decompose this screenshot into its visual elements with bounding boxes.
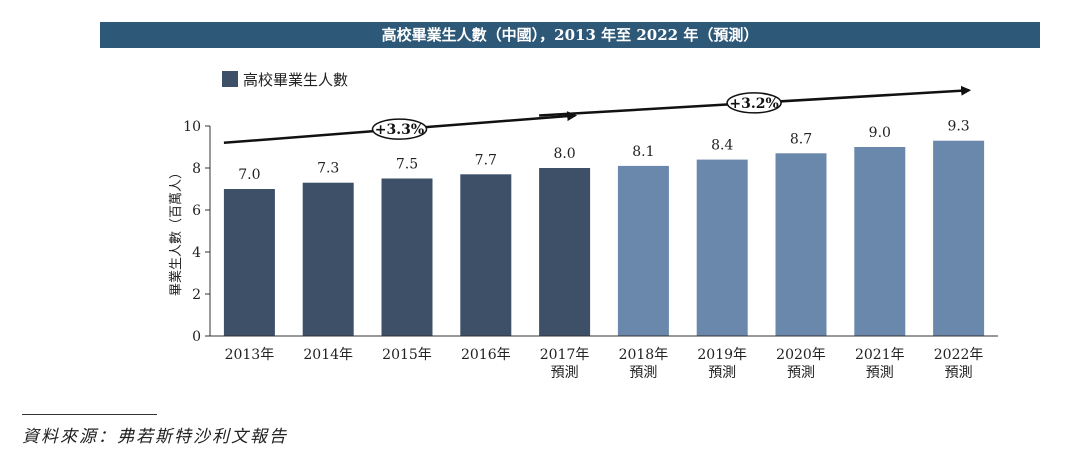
y-tick-label: 4 (192, 245, 201, 261)
y-tick-label: 2 (192, 287, 201, 303)
bar-value-label: 8.4 (711, 138, 733, 154)
x-tick-label: 預測 (551, 365, 579, 381)
x-tick-label: 2014年 (303, 347, 353, 363)
bar-value-label: 9.3 (947, 119, 969, 135)
x-tick-label: 2018年 (619, 347, 669, 363)
bar-value-label: 7.0 (238, 167, 260, 183)
chart-title: 高校畢業生人數（中國），2013 年至 2022 年（預測） (100, 22, 1040, 48)
bar (617, 165, 669, 336)
x-tick-label: 預測 (629, 365, 657, 381)
legend-swatch (222, 71, 238, 87)
bar (539, 168, 591, 336)
bar-value-label: 8.1 (632, 144, 654, 160)
bar-value-label: 7.5 (396, 157, 418, 173)
x-tick-label: 2020年 (776, 347, 826, 363)
y-tick-label: 6 (192, 203, 201, 219)
source-divider (22, 414, 157, 415)
x-tick-label: 2015年 (382, 347, 432, 363)
source-note: 資料來源：弗若斯特沙利文報告 (22, 427, 288, 447)
x-tick-label: 預測 (945, 365, 973, 381)
bars: 7.0 7.3 7.5 7.7 8.0 8.1 8.4 8.7 9.0 9.3 (223, 119, 985, 336)
x-tick-label: 2022年 (934, 347, 984, 363)
x-tick-label: 2021年 (855, 347, 905, 363)
bar (460, 174, 512, 336)
growth-annotations: +3.3% +3.2% (223, 85, 972, 145)
bar (854, 147, 906, 336)
bar (302, 182, 354, 336)
bar-value-label: 8.7 (790, 131, 812, 147)
legend-label: 高校畢業生人數 (243, 71, 348, 89)
cagr-label: +3.2% (729, 96, 778, 112)
bar (696, 159, 748, 336)
x-tick-label: 預測 (866, 365, 894, 381)
bar-value-label: 8.0 (553, 146, 575, 162)
x-tick-label: 2016年 (461, 347, 511, 363)
cagr-oval (726, 92, 782, 114)
cagr-oval (371, 118, 428, 140)
x-tick-label: 預測 (708, 365, 736, 381)
legend: 高校畢業生人數 (222, 71, 348, 89)
x-tick-label: 2019年 (697, 347, 747, 363)
bar (933, 140, 985, 336)
bar (223, 189, 275, 336)
cagr-label: +3.3% (375, 122, 424, 138)
bar-value-label: 7.3 (317, 161, 339, 177)
bar-value-label: 9.0 (869, 125, 891, 141)
bar (381, 178, 433, 336)
y-tick-label: 8 (192, 161, 201, 177)
x-tick-label: 2017年 (540, 347, 590, 363)
y-tick-label: 10 (183, 119, 201, 135)
y-tick-label: 0 (192, 329, 201, 345)
bar-value-label: 7.7 (475, 152, 497, 168)
x-tick-label: 預測 (787, 365, 815, 381)
y-axis: 0 2 4 6 8 10 畢業生人數（百萬人） (168, 119, 211, 345)
y-axis-title: 畢業生人數（百萬人） (168, 166, 184, 296)
bar (775, 153, 827, 336)
x-tick-label: 2013年 (225, 347, 275, 363)
